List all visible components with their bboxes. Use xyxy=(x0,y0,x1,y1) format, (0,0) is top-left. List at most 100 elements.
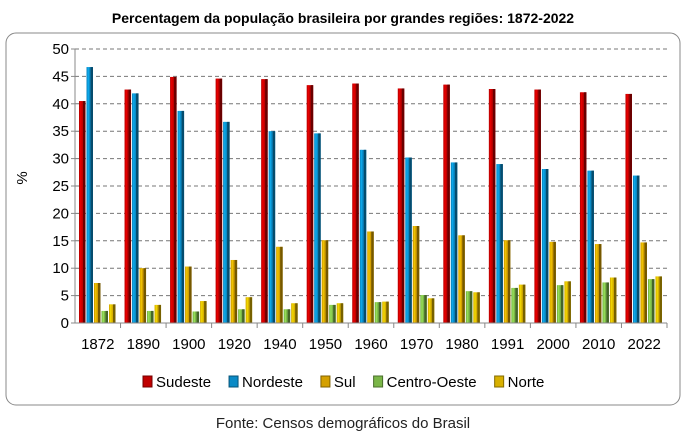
bar-face xyxy=(625,93,632,323)
bar-face xyxy=(223,121,230,323)
bar-highlight xyxy=(626,93,628,323)
bar-highlight xyxy=(239,309,241,323)
bar-sudeste xyxy=(534,89,541,323)
chart-border xyxy=(5,32,681,406)
bar-side xyxy=(591,170,594,323)
bar-face xyxy=(412,226,420,323)
y-tick-label: 50 xyxy=(52,41,69,58)
bar-side xyxy=(386,301,389,323)
bar-face xyxy=(594,244,602,323)
bar-centro-oeste xyxy=(556,285,564,323)
bar-face xyxy=(139,268,147,323)
bar-side xyxy=(287,309,291,323)
bar-face xyxy=(488,89,496,323)
bar-side xyxy=(477,292,480,323)
bar-highlight xyxy=(353,83,355,323)
bar-centro-oeste xyxy=(420,295,427,323)
bar-sul xyxy=(412,226,420,323)
bar-nordeste xyxy=(632,175,640,323)
bar-sul xyxy=(321,240,329,323)
bar-side xyxy=(500,164,503,323)
legend-swatch xyxy=(494,375,505,388)
bar-side xyxy=(553,241,556,323)
bar-highlight xyxy=(398,88,401,324)
bar-side xyxy=(522,284,526,323)
bar-face xyxy=(185,266,192,323)
bar-highlight xyxy=(542,169,545,323)
bar-highlight xyxy=(428,298,431,323)
bar-side xyxy=(272,131,276,323)
bar-highlight xyxy=(360,149,363,323)
bar-side xyxy=(378,302,382,323)
bar-face xyxy=(609,277,617,323)
bar-sudeste xyxy=(124,89,132,323)
x-tick-label: 1960 xyxy=(354,336,387,353)
bar-side xyxy=(227,121,230,323)
bar-norte xyxy=(655,276,662,323)
bar-highlight xyxy=(519,284,522,323)
bar-side xyxy=(174,76,177,323)
bar-side xyxy=(340,303,344,323)
bar-nordeste xyxy=(359,149,367,323)
bar-face xyxy=(329,304,336,323)
bar-norte xyxy=(473,292,480,323)
bar-face xyxy=(420,295,427,323)
bar-face xyxy=(564,281,571,323)
bar-face xyxy=(549,241,556,323)
bar-highlight xyxy=(497,164,499,323)
bar-nordeste xyxy=(496,164,503,323)
bar-face xyxy=(503,240,511,323)
bar-highlight xyxy=(641,242,643,323)
bar-highlight xyxy=(580,92,583,324)
bar-highlight xyxy=(603,282,605,323)
bar-face xyxy=(458,235,465,323)
bar-highlight xyxy=(315,133,317,323)
x-tick-label: 2000 xyxy=(536,336,569,353)
bar-side xyxy=(545,169,549,323)
bar-face xyxy=(556,285,564,323)
bar-highlight xyxy=(444,84,446,324)
bar-highlight xyxy=(125,89,128,323)
bar-nordeste xyxy=(132,93,139,323)
bar-highlight xyxy=(193,311,196,323)
bar-side xyxy=(431,298,435,323)
bar-norte xyxy=(336,303,344,323)
bar-sul xyxy=(367,231,374,323)
bar-face xyxy=(268,131,276,323)
bar-face xyxy=(647,279,655,323)
bar-side xyxy=(560,285,564,323)
bar-norte xyxy=(609,277,617,323)
bar-sul xyxy=(230,259,238,323)
bar-sudeste xyxy=(397,88,405,324)
bar-face xyxy=(382,301,389,323)
bar-side xyxy=(333,304,336,323)
bar-face xyxy=(450,162,458,323)
bar-side xyxy=(204,301,207,323)
bar-face xyxy=(427,298,435,323)
x-tick-label: 1900 xyxy=(172,336,205,353)
legend-label: Centro-Oeste xyxy=(387,374,477,391)
bar-side xyxy=(606,282,609,323)
legend-label: Nordeste xyxy=(242,374,303,391)
bar-highlight xyxy=(595,244,598,323)
bar-sul xyxy=(549,241,556,323)
bar-highlight xyxy=(330,304,332,323)
legend-swatch xyxy=(373,375,384,388)
bar-highlight xyxy=(110,304,112,323)
bar-highlight xyxy=(368,231,370,323)
bar-nordeste xyxy=(314,133,321,323)
x-tick-label: 1872 xyxy=(81,336,114,353)
bar-face xyxy=(367,231,374,323)
legend-label: Norte xyxy=(508,374,545,391)
bar-side xyxy=(143,268,147,323)
y-tick-label: 45 xyxy=(52,68,69,85)
bar-face xyxy=(101,310,108,323)
bar-face xyxy=(321,240,329,323)
bar-highlight xyxy=(186,266,188,323)
bar-highlight xyxy=(140,268,143,323)
y-tick-label: 15 xyxy=(52,233,69,250)
bar-side xyxy=(189,266,192,323)
bar-side xyxy=(83,101,86,323)
bar-highlight xyxy=(421,295,423,323)
